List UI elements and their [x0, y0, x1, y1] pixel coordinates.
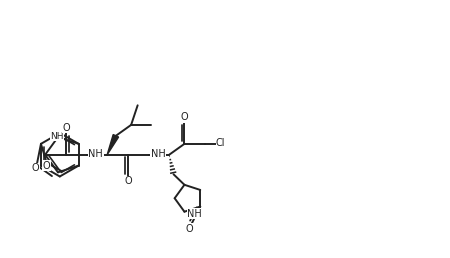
Text: O: O [32, 163, 40, 173]
Text: O: O [180, 112, 188, 122]
Text: O: O [43, 160, 50, 171]
Text: O: O [62, 123, 70, 133]
Text: NH: NH [50, 132, 64, 141]
Text: O: O [124, 176, 132, 187]
Text: NH: NH [150, 149, 165, 159]
Polygon shape [107, 134, 119, 155]
Text: NH: NH [187, 209, 202, 219]
Text: Cl: Cl [216, 138, 225, 148]
Text: O: O [186, 224, 194, 234]
Text: NH: NH [89, 149, 103, 159]
